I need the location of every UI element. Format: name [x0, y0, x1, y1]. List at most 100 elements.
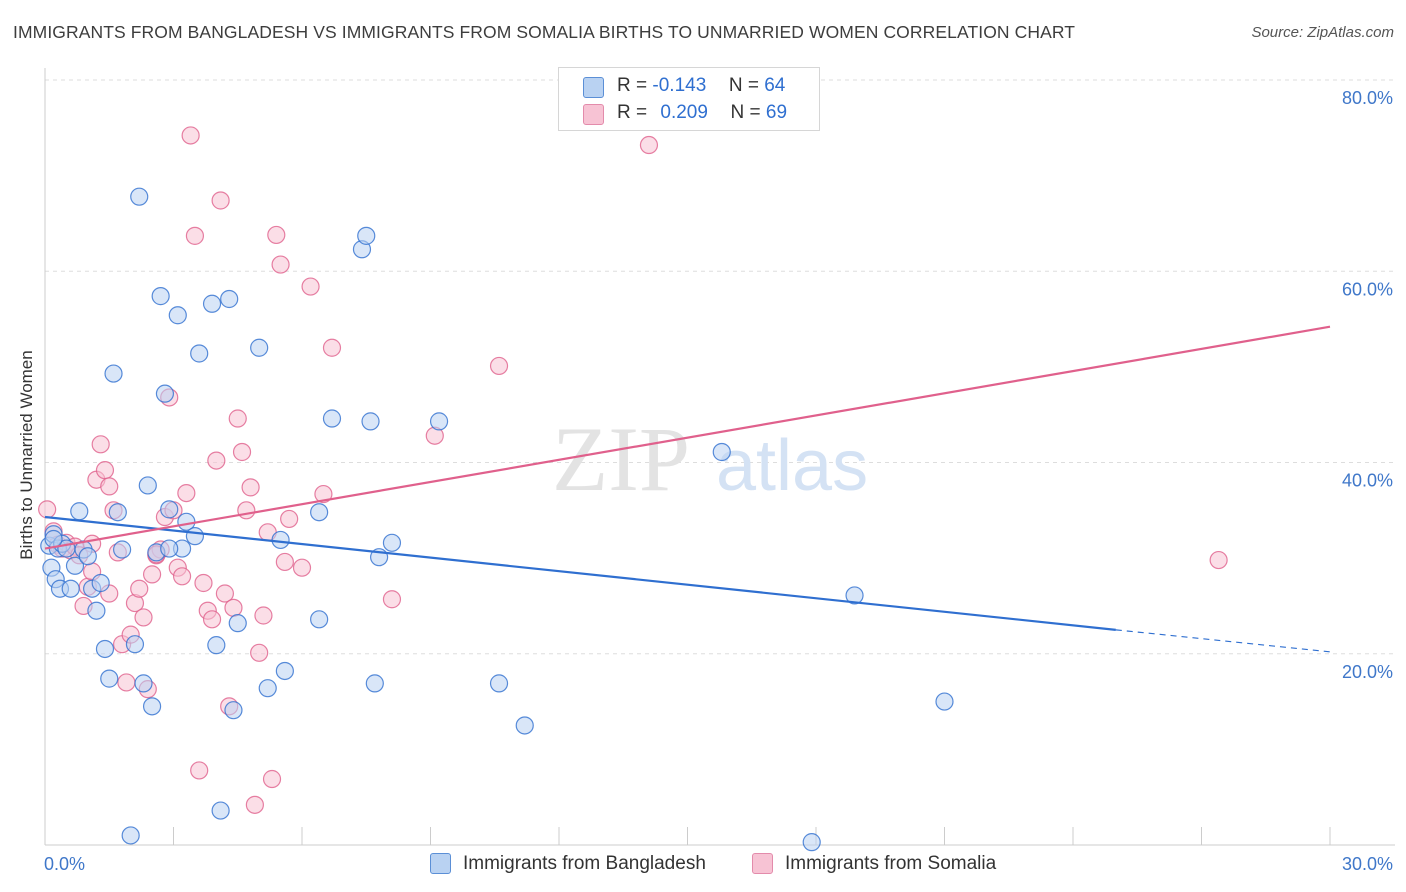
- bangladesh-point: [357, 226, 376, 245]
- x-tick-label: 30.0%: [1342, 854, 1393, 874]
- chart-title: IMMIGRANTS FROM BANGLADESH VS IMMIGRANTS…: [13, 22, 1076, 42]
- legend-label-bangladesh: Immigrants from Bangladesh: [463, 853, 706, 874]
- bangladesh-point: [207, 636, 226, 655]
- legend-n-label: N =: [730, 102, 761, 123]
- somalia-point: [280, 509, 299, 529]
- somalia-point: [202, 610, 222, 629]
- bangladesh-point: [429, 412, 449, 431]
- legend-r-label: R =: [617, 75, 648, 96]
- bangladesh-point: [845, 586, 864, 605]
- somalia-point: [232, 442, 252, 462]
- watermark: ZIP atlas: [552, 408, 868, 510]
- legend-label-somalia: Immigrants from Somalia: [785, 853, 997, 874]
- legend-swatch-blue: [430, 853, 451, 874]
- bangladesh-trend-extension: [1115, 629, 1331, 653]
- bangladesh-point: [275, 661, 294, 681]
- somalia-point: [489, 356, 509, 376]
- y-tick-label: 20.0%: [1342, 662, 1393, 682]
- somalia-point: [117, 673, 136, 692]
- bangladesh-point: [935, 692, 954, 711]
- somalia-point: [250, 643, 269, 662]
- bangladesh-point: [712, 442, 731, 462]
- y-axis-label: Births to Unmarried Women: [17, 350, 36, 559]
- somalia-trend-line: [44, 325, 1331, 550]
- somalia-point: [639, 135, 659, 155]
- bangladesh-point: [104, 364, 123, 383]
- trend-lines: [44, 325, 1331, 653]
- bangladesh-point: [142, 697, 162, 716]
- somalia-point: [271, 255, 290, 274]
- somalia-point: [275, 552, 294, 572]
- bangladesh-point: [95, 639, 115, 659]
- somalia-point: [254, 606, 273, 625]
- somalia-point: [228, 409, 247, 428]
- bangladesh-point: [382, 533, 402, 552]
- bangladesh-point: [151, 287, 170, 306]
- somalia-point: [130, 579, 149, 598]
- legend-n-value-pink: 69: [765, 102, 788, 123]
- bangladesh-point: [160, 500, 179, 519]
- bangladesh-point: [125, 635, 145, 654]
- bangladesh-point: [130, 187, 149, 206]
- somalia-point: [190, 761, 209, 780]
- somalia-point: [382, 590, 402, 609]
- somalia-point: [211, 191, 230, 210]
- bangladesh-point: [228, 614, 247, 633]
- source-label: Source: ZipAtlas.com: [1251, 24, 1394, 41]
- legend-r-label: R =: [617, 102, 648, 123]
- somalia-point: [185, 226, 205, 245]
- somalia-point: [134, 608, 153, 627]
- bangladesh-point: [515, 716, 534, 735]
- bangladesh-point: [134, 674, 153, 693]
- bangladesh-points: [40, 187, 954, 852]
- bangladesh-point: [190, 344, 209, 363]
- bangladesh-point: [250, 338, 269, 357]
- bangladesh-point: [138, 476, 157, 495]
- bangladesh-trend-line: [44, 515, 1116, 631]
- somalia-point: [172, 567, 192, 586]
- watermark-zip: ZIP: [552, 408, 690, 510]
- bangladesh-point: [220, 289, 239, 309]
- somalia-point: [181, 126, 200, 145]
- legend-r-value-pink: 0.209: [660, 102, 708, 123]
- bangladesh-point: [108, 503, 127, 522]
- bangladesh-point: [365, 674, 384, 693]
- bangladesh-point: [155, 384, 175, 403]
- somalia-point: [215, 584, 234, 603]
- y-tick-label: 60.0%: [1342, 279, 1393, 299]
- somalia-point: [1209, 550, 1228, 570]
- somalia-point: [38, 500, 57, 519]
- somalia-point: [224, 598, 243, 617]
- somalia-point: [322, 338, 342, 357]
- legend-n-value-blue: 64: [764, 75, 786, 96]
- bangladesh-point: [202, 294, 222, 313]
- bangladesh-point: [185, 527, 205, 546]
- somalia-point: [292, 558, 312, 577]
- somalia-point: [241, 478, 260, 497]
- somalia-point: [91, 435, 110, 454]
- bangladesh-point: [211, 801, 230, 820]
- y-tick-label: 40.0%: [1342, 471, 1393, 491]
- watermark-atlas: atlas: [716, 426, 868, 506]
- bangladesh-point: [802, 833, 821, 852]
- legend-swatch-blue: [583, 77, 604, 98]
- tick-labels: 20.0% 40.0% 60.0% 80.0% 0.0% 30.0%: [44, 88, 1393, 874]
- somalia-point: [207, 451, 226, 470]
- bangladesh-point: [271, 530, 290, 550]
- somalia-point: [245, 795, 264, 814]
- bangladesh-point: [87, 601, 106, 620]
- somalia-point: [177, 484, 196, 503]
- somalia-point: [142, 565, 162, 584]
- grid-lines: [45, 79, 1395, 655]
- legend-r-value-blue: -0.143: [652, 75, 707, 96]
- bangladesh-point: [70, 502, 89, 521]
- x-tick-label: 0.0%: [44, 854, 85, 874]
- bangladesh-point: [100, 669, 119, 688]
- legend-swatch-pink: [583, 104, 604, 125]
- correlation-legend: R = -0.143 N = 64 R = 0.209 N = 69: [558, 67, 820, 131]
- somalia-point: [314, 484, 333, 504]
- bangladesh-point: [310, 610, 329, 629]
- somalia-point: [301, 277, 320, 296]
- somalia-point: [267, 225, 286, 245]
